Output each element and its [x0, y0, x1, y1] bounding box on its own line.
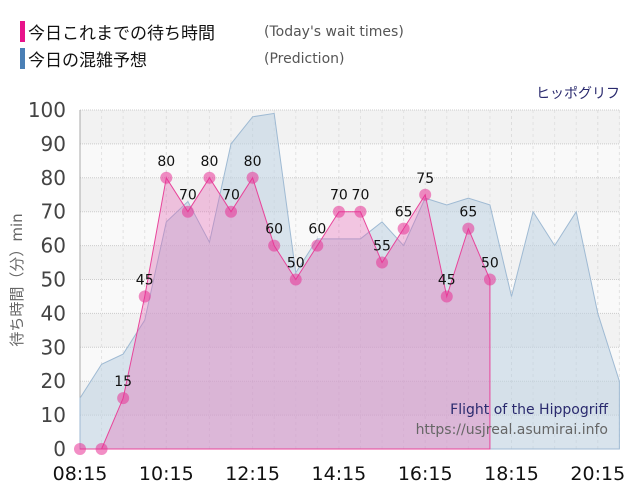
x-tick-label: 20:15 — [570, 463, 625, 485]
y-tick-label: 90 — [41, 132, 66, 156]
y-tick-label: 70 — [41, 200, 66, 224]
actual-point — [354, 205, 367, 218]
data-label: 70 — [352, 188, 370, 204]
data-label: 60 — [265, 222, 283, 238]
y-tick-label: 40 — [41, 301, 66, 325]
legend-prediction-swatch — [20, 48, 25, 69]
legend-prediction: 今日の混雑予想 (Prediction) — [20, 45, 404, 72]
y-tick-label: 30 — [41, 335, 66, 359]
actual-point — [311, 239, 324, 252]
y-tick-label: 10 — [41, 403, 66, 427]
y-axis-label: 待ち時間（分）min — [8, 213, 26, 346]
data-label: 45 — [136, 272, 154, 288]
data-label: 65 — [459, 205, 477, 221]
y-tick-label: 100 — [28, 98, 66, 122]
y-tick-label: 20 — [41, 369, 66, 393]
actual-point — [289, 273, 302, 286]
watermark-title: Flight of the Hippogriff — [450, 402, 608, 418]
data-label: 50 — [481, 256, 499, 272]
legend-prediction-label: 今日の混雑予想 — [28, 51, 147, 71]
actual-point — [440, 290, 453, 303]
actual-point — [483, 273, 496, 286]
prediction-area — [79, 112, 620, 450]
data-label: 80 — [157, 154, 175, 170]
actual-area — [80, 176, 491, 450]
actual-point — [203, 171, 216, 184]
actual-point — [117, 392, 130, 405]
data-label: 70 — [330, 188, 348, 204]
x-tick-label: 18:15 — [484, 463, 539, 485]
actual-point — [268, 239, 281, 252]
y-tick-label: 80 — [41, 166, 66, 190]
data-label: 60 — [308, 222, 326, 238]
actual-point — [332, 205, 345, 218]
x-tick-label: 14:15 — [312, 463, 367, 485]
actual-point — [95, 443, 108, 455]
legend-prediction-sub: (Prediction) — [264, 50, 345, 67]
watermark-url: https://usjreal.asumirai.info — [415, 422, 608, 438]
actual-point — [181, 205, 194, 218]
actual-point — [74, 443, 86, 455]
y-tick-label: 50 — [41, 268, 66, 292]
plot-band — [80, 143, 620, 178]
data-label: 15 — [114, 374, 132, 390]
actual-point — [138, 290, 151, 303]
data-label: 70 — [222, 188, 240, 204]
legend-actual-swatch — [20, 21, 25, 42]
data-label: 70 — [179, 188, 197, 204]
actual-point — [397, 222, 410, 235]
x-tick-label: 12:15 — [225, 463, 280, 485]
actual-point — [419, 188, 432, 201]
actual-point — [246, 171, 259, 184]
data-label: 80 — [244, 154, 262, 170]
data-label: 65 — [395, 205, 413, 221]
legend-actual: 今日これまでの待ち時間 (Today's wait times) — [20, 18, 404, 45]
data-label: 75 — [416, 171, 434, 187]
y-tick-label: 60 — [41, 234, 66, 258]
x-tick-label: 08:15 — [53, 463, 108, 485]
legend: 今日これまでの待ち時間 (Today's wait times) 今日の混雑予想… — [20, 18, 404, 72]
legend-actual-label: 今日これまでの待ち時間 — [28, 24, 215, 44]
x-tick-label: 10:15 — [139, 463, 194, 485]
actual-point — [376, 256, 389, 269]
data-label: 50 — [287, 256, 305, 272]
data-label: 55 — [373, 239, 391, 255]
actual-point — [225, 205, 238, 218]
plot-band — [80, 110, 620, 144]
data-label: 45 — [438, 272, 456, 288]
actual-point — [160, 171, 173, 184]
y-tick-label: 0 — [53, 437, 66, 461]
ride-name: ヒッポグリフ — [536, 86, 620, 102]
legend-actual-sub: (Today's wait times) — [264, 23, 404, 40]
actual-point — [462, 222, 475, 235]
data-label: 80 — [201, 154, 219, 170]
x-tick-label: 16:15 — [398, 463, 453, 485]
